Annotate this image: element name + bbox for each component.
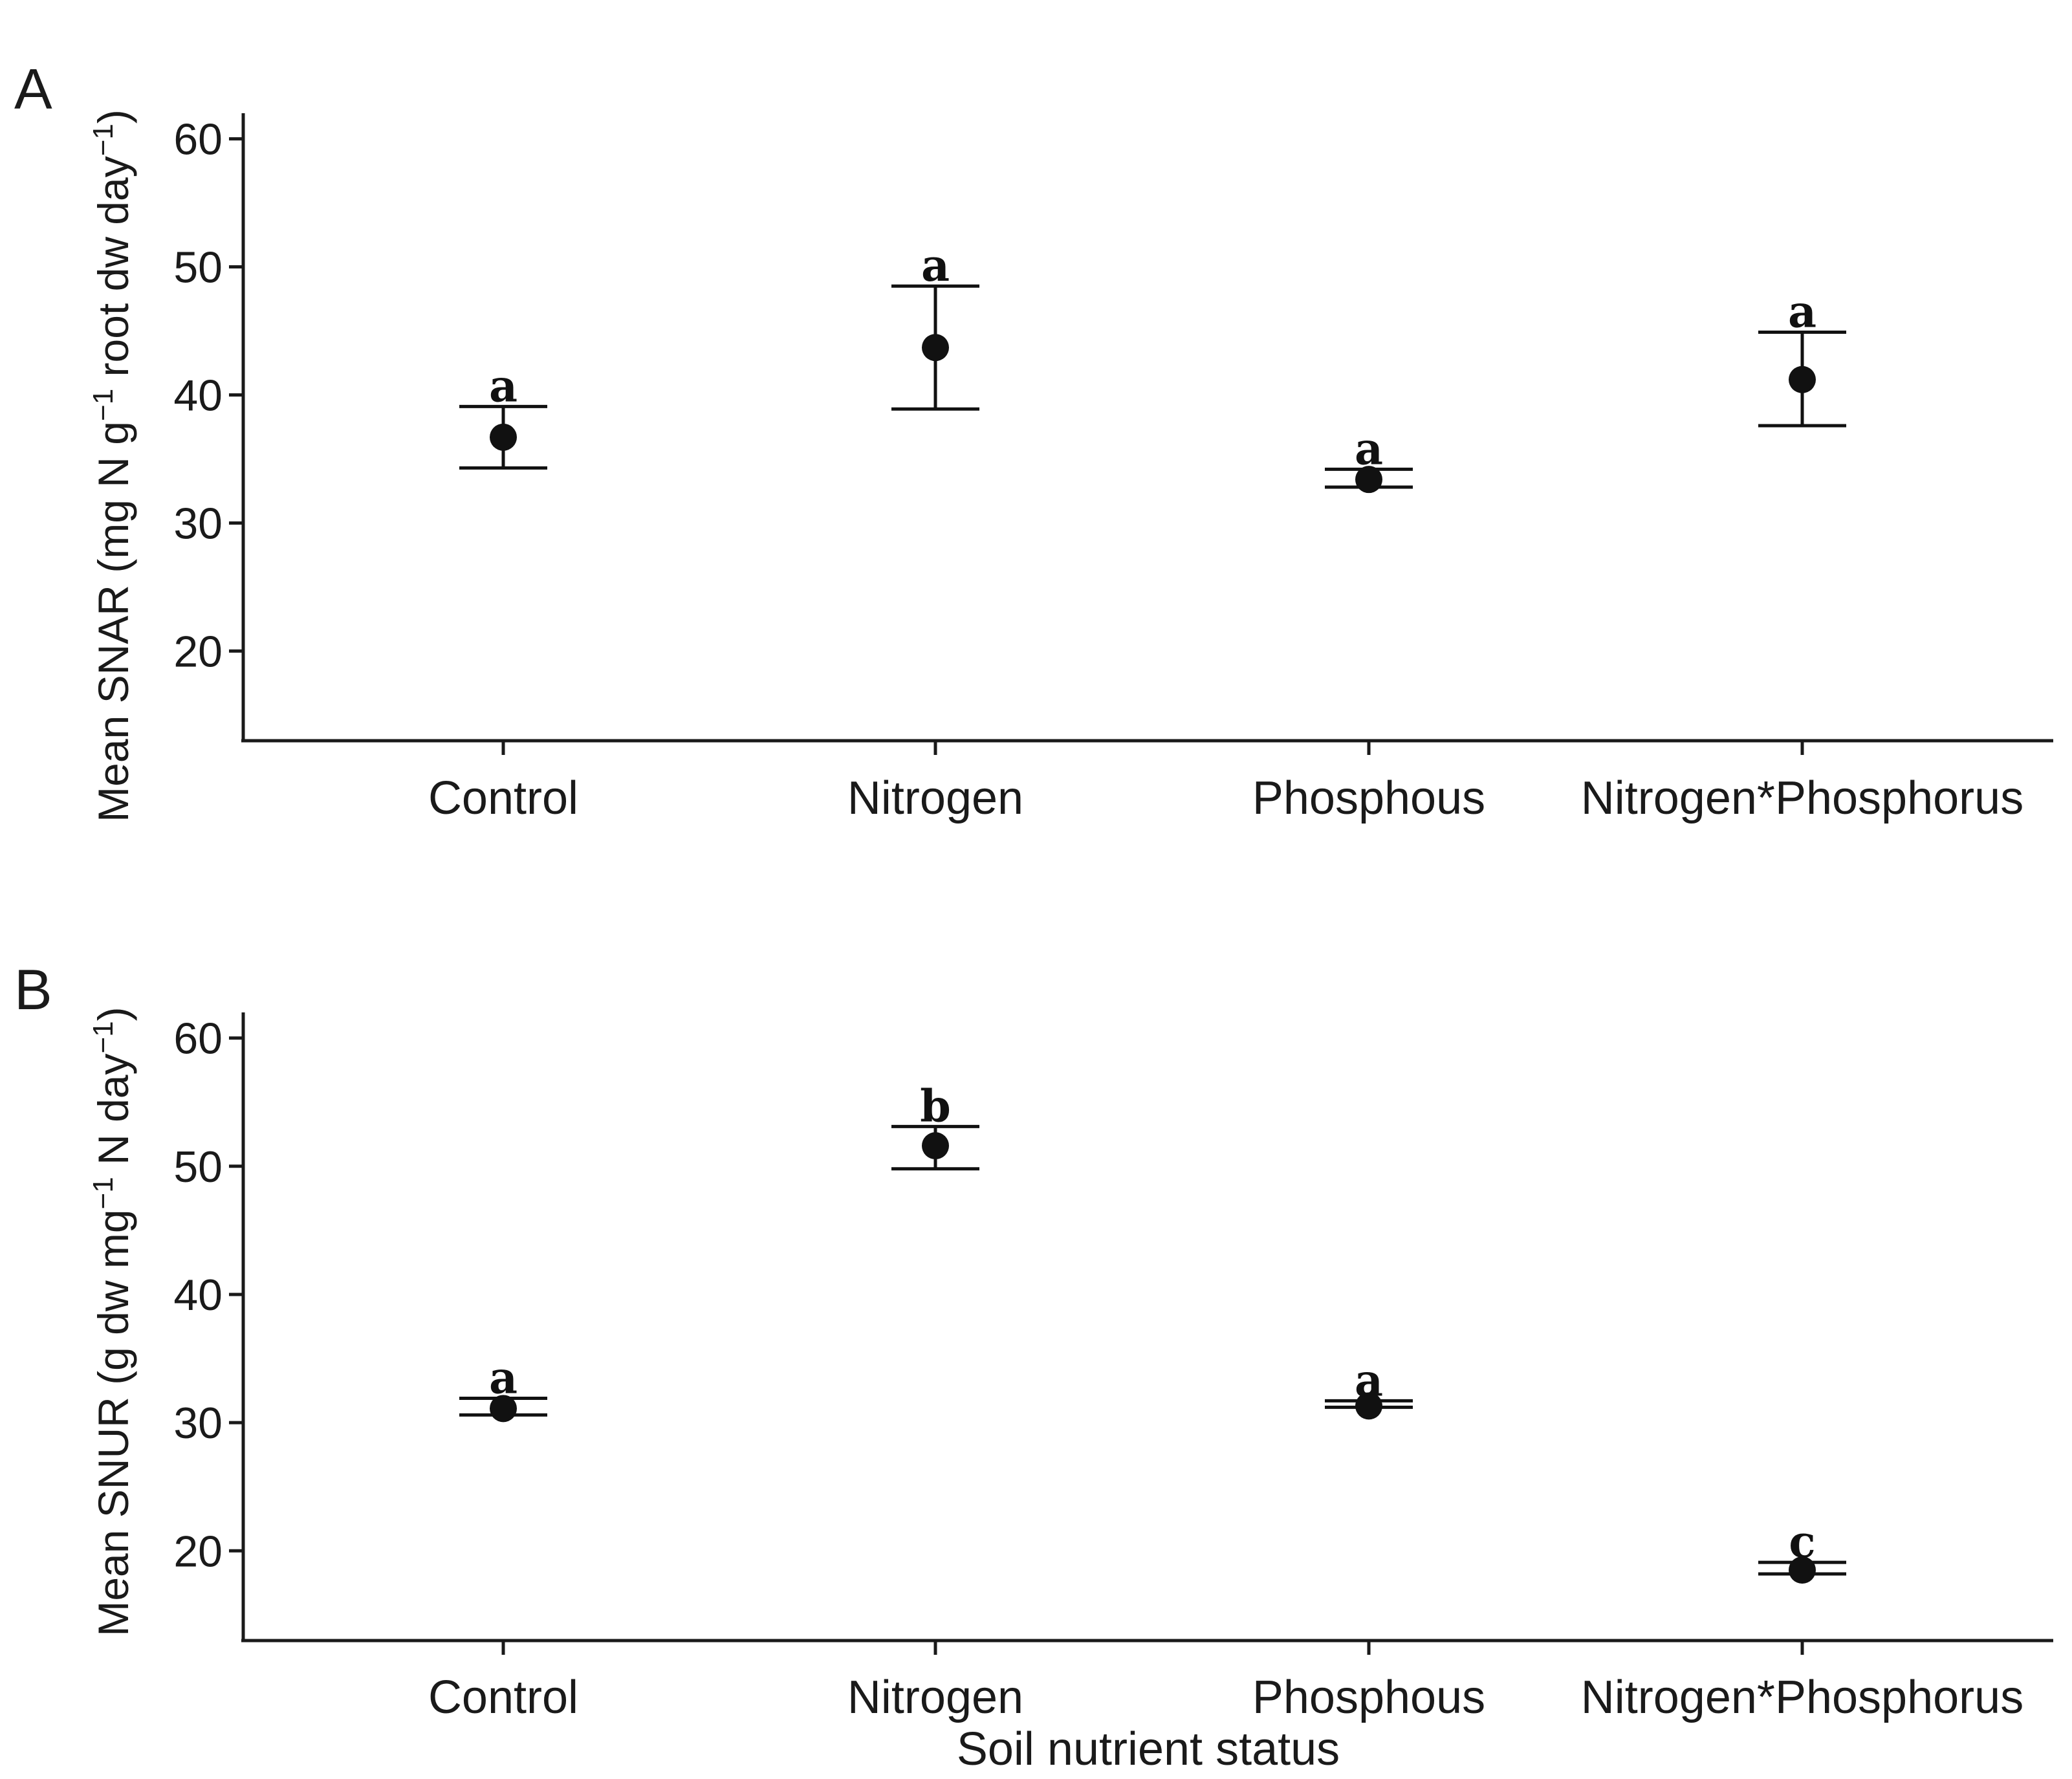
y-tick-label: 40 — [173, 1271, 223, 1320]
plot-area: 20 30 40 50 60 Control a Nitrogen b Phosphous a Nit… — [173, 1014, 2023, 1723]
y-tick-label: 20 — [173, 627, 223, 676]
x-tick-label: Nitrogen — [847, 772, 1023, 824]
y-tick-label: 40 — [173, 371, 223, 420]
plot-area: 20 30 40 50 60 Control a Nitrogen a Phosphous a Nit… — [173, 115, 2023, 824]
x-tick-label: Phosphous — [1252, 772, 1485, 824]
x-tick-label: Control — [428, 1672, 578, 1723]
significance-letter: a — [489, 360, 518, 412]
mean-point — [922, 1132, 949, 1160]
mean-point — [1789, 366, 1816, 393]
x-tick-label: Phosphous — [1252, 1672, 1485, 1723]
y-tick-label: 60 — [173, 1014, 223, 1064]
mean-point — [1355, 1392, 1382, 1420]
significance-letter: a — [489, 1352, 518, 1404]
y-axis-label: Mean SNUR (g dw mg−1 N day−1) — [87, 1007, 137, 1636]
x-axis-title: Soil nutrient status — [957, 1723, 1340, 1775]
x-tick-label: Nitrogen — [847, 1672, 1023, 1723]
panel-label: B — [14, 957, 52, 1021]
y-tick-label: 30 — [173, 499, 223, 548]
x-tick-label: Control — [428, 772, 578, 824]
panel-label: A — [14, 57, 52, 121]
y-tick-label: 50 — [173, 243, 223, 292]
significance-letter: a — [921, 240, 950, 292]
mean-point — [1355, 466, 1382, 494]
x-tick-label: Nitrogen*Phosphorus — [1581, 772, 2023, 824]
panel-b: B Mean SNUR (g dw mg−1 N day−1) 20 30 40 50… — [14, 957, 2053, 1723]
y-axis-label: Mean SNAR (mg N g−1 root dw day−1) — [87, 109, 137, 822]
y-tick-label: 50 — [173, 1142, 223, 1192]
panel-a: A Mean SNAR (mg N g−1 root dw day−1) 20 3… — [14, 57, 2053, 824]
y-tick-label: 20 — [173, 1527, 223, 1576]
mean-point — [490, 1395, 517, 1423]
y-tick-label: 60 — [173, 115, 223, 164]
x-tick-label: Nitrogen*Phosphorus — [1581, 1672, 2023, 1723]
significance-letter: a — [1355, 1355, 1383, 1406]
y-tick-label: 30 — [173, 1399, 223, 1448]
mean-point — [922, 334, 949, 362]
significance-letter: c — [1789, 1516, 1815, 1568]
mean-point — [490, 423, 517, 451]
significance-letter: a — [1355, 423, 1383, 475]
mean-point — [1789, 1556, 1816, 1584]
significance-letter: b — [920, 1080, 951, 1132]
significance-letter: a — [1788, 287, 1816, 338]
